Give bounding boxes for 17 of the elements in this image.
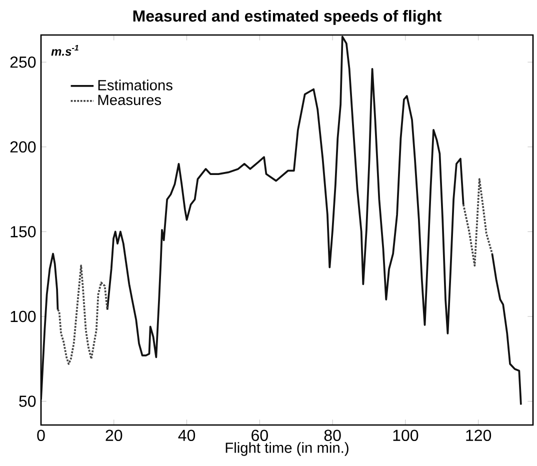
y-tick-label: 100 [10,310,36,322]
x-tick-label: 100 [393,430,418,442]
y-tick-label: 200 [10,141,36,153]
x-tick-label: 20 [106,430,122,442]
x-tick-label: 120 [466,430,492,442]
legend-label: Measures [98,94,162,106]
chart-title: Measured and estimated speeds of flight [133,10,442,25]
x-tick-label: 80 [324,430,341,442]
y-tick-label: 50 [19,396,36,407]
y-tick-label: 150 [10,226,36,238]
y-tick-label: 250 [10,56,36,68]
legend-label: Estimations [98,80,172,90]
x-tick-label: 60 [252,430,268,442]
y-axis-title: m.s$^{-1}$ [51,45,78,56]
x-tick-label: 0 [37,430,45,442]
x-tick-label: 40 [178,430,196,442]
x-axis-title: Flight time (in min.) [226,442,348,456]
